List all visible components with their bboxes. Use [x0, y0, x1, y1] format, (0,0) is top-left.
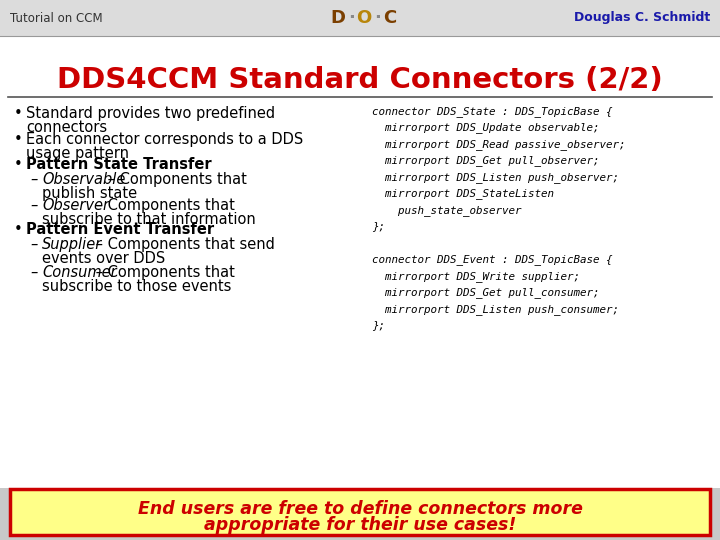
Text: connectors: connectors	[26, 120, 107, 135]
Text: mirrorport DDS_Update observable;: mirrorport DDS_Update observable;	[372, 123, 600, 133]
Text: subscribe to those events: subscribe to those events	[42, 279, 231, 294]
FancyBboxPatch shape	[10, 489, 710, 535]
Text: appropriate for their use cases!: appropriate for their use cases!	[204, 516, 516, 534]
Text: •: •	[14, 132, 23, 147]
Bar	[0, 0, 720, 36]
Text: D: D	[330, 9, 346, 27]
Text: Consumer: Consumer	[42, 265, 117, 280]
Text: Observer: Observer	[42, 198, 109, 213]
Text: };: };	[372, 221, 385, 232]
Text: –: –	[30, 172, 37, 187]
Text: –: –	[30, 198, 37, 213]
Text: C: C	[383, 9, 397, 27]
Text: mirrorport DDS_Get pull_consumer;: mirrorport DDS_Get pull_consumer;	[372, 287, 600, 299]
Text: Each connector corresponds to a DDS: Each connector corresponds to a DDS	[26, 132, 303, 147]
Text: };: };	[372, 321, 385, 330]
Text: mirrorport DDS_StateListen: mirrorport DDS_StateListen	[372, 188, 554, 199]
Text: ·: ·	[374, 9, 382, 27]
Text: mirrorport DDS_Get pull_observer;: mirrorport DDS_Get pull_observer;	[372, 156, 600, 166]
Text: Standard provides two predefined: Standard provides two predefined	[26, 106, 275, 121]
Text: – Components that: – Components that	[103, 172, 247, 187]
Text: events over DDS: events over DDS	[42, 251, 166, 266]
Text: mirrorport DDS_Read passive_observer;: mirrorport DDS_Read passive_observer;	[372, 139, 626, 150]
Text: •: •	[14, 222, 23, 237]
Text: mirrorport DDS_Listen push_consumer;: mirrorport DDS_Listen push_consumer;	[372, 304, 619, 315]
Bar	[0, 488, 720, 540]
Text: End users are free to define connectors more: End users are free to define connectors …	[138, 500, 582, 518]
Text: connector DDS_Event : DDS_TopicBase {: connector DDS_Event : DDS_TopicBase {	[372, 254, 613, 265]
Text: DDS4CCM Standard Connectors (2/2): DDS4CCM Standard Connectors (2/2)	[57, 66, 663, 94]
Text: – Components that send: – Components that send	[91, 237, 274, 252]
Text: Observable: Observable	[42, 172, 125, 187]
Text: mirrorport DDS_Write supplier;: mirrorport DDS_Write supplier;	[372, 271, 580, 282]
Text: •: •	[14, 106, 23, 121]
Text: Pattern Event Transfer: Pattern Event Transfer	[26, 222, 214, 237]
Text: –: –	[30, 237, 37, 252]
Text: O: O	[356, 9, 372, 27]
Text: – Components that: – Components that	[91, 265, 235, 280]
Text: ·: ·	[348, 9, 356, 27]
Text: usage pattern: usage pattern	[26, 146, 129, 161]
Text: •: •	[14, 157, 23, 172]
Text: – Components that: – Components that	[91, 198, 235, 213]
Text: publish state: publish state	[42, 186, 137, 201]
Text: connector DDS_State : DDS_TopicBase {: connector DDS_State : DDS_TopicBase {	[372, 106, 613, 117]
Text: Pattern State Transfer: Pattern State Transfer	[26, 157, 212, 172]
Text: Supplier: Supplier	[42, 237, 102, 252]
Text: subscribe to that information: subscribe to that information	[42, 212, 256, 227]
Text: Douglas C. Schmidt: Douglas C. Schmidt	[574, 11, 710, 24]
Text: push_state_observer: push_state_observer	[372, 205, 521, 216]
Text: mirrorport DDS_Listen push_observer;: mirrorport DDS_Listen push_observer;	[372, 172, 619, 183]
Text: Tutorial on CCM: Tutorial on CCM	[10, 11, 103, 24]
Text: –: –	[30, 265, 37, 280]
